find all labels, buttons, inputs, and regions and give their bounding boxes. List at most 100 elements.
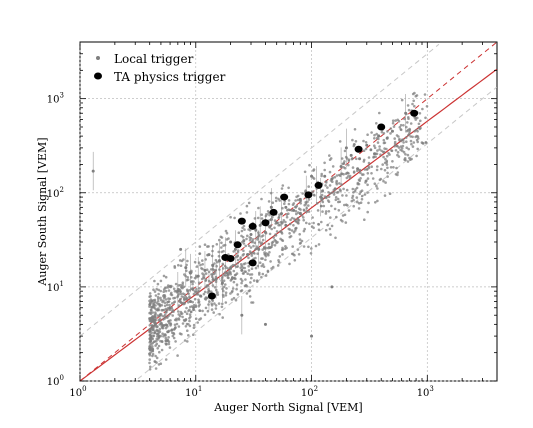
local-trigger-point <box>195 275 198 279</box>
local-trigger-point <box>210 304 214 307</box>
local-trigger-point <box>304 202 308 205</box>
local-trigger-point <box>411 145 415 148</box>
ta-physics-trigger-point <box>233 241 242 249</box>
local-trigger-point <box>323 174 327 178</box>
local-trigger-point <box>157 288 160 292</box>
local-trigger-point <box>382 141 386 145</box>
local-trigger-point <box>288 262 291 266</box>
x-tick-labels: 100 101 102 103 <box>69 385 434 399</box>
local-trigger-point <box>278 223 282 227</box>
local-trigger-point <box>172 328 176 331</box>
local-trigger-point <box>284 247 287 251</box>
local-trigger-point <box>181 281 185 285</box>
local-trigger-point <box>263 251 266 254</box>
local-trigger-point <box>153 290 157 293</box>
local-trigger-point <box>247 244 251 248</box>
local-trigger-point <box>179 264 183 268</box>
local-trigger-point <box>409 139 413 143</box>
local-trigger-point <box>364 147 368 151</box>
local-trigger-point <box>299 211 302 215</box>
local-trigger-point <box>415 128 418 132</box>
local-trigger-point <box>263 245 266 249</box>
local-trigger-point <box>149 316 153 320</box>
local-trigger-point <box>383 168 387 172</box>
local-trigger-point <box>234 298 238 302</box>
local-trigger-point <box>271 215 274 219</box>
local-trigger-point <box>331 176 335 180</box>
local-trigger-point <box>379 177 383 181</box>
local-trigger-point <box>218 268 221 271</box>
local-trigger-point <box>166 330 170 334</box>
ta-physics-trigger-point <box>304 191 313 199</box>
local-trigger-point <box>329 179 333 182</box>
local-trigger-point <box>181 322 185 325</box>
local-trigger-point <box>165 303 169 307</box>
local-trigger-point <box>164 275 168 279</box>
local-trigger-point <box>278 199 282 202</box>
local-trigger-point <box>312 177 316 180</box>
local-trigger-point <box>162 274 166 278</box>
local-trigger-point <box>405 125 408 129</box>
local-trigger-point <box>382 132 386 135</box>
local-trigger-point <box>290 229 294 232</box>
local-trigger-point <box>248 295 252 298</box>
local-trigger-point <box>210 275 214 279</box>
local-trigger-point <box>407 116 410 119</box>
local-trigger-point <box>395 134 399 137</box>
local-trigger-point <box>152 288 155 292</box>
local-trigger-point <box>183 310 187 314</box>
local-trigger-point <box>193 297 197 301</box>
local-trigger-point <box>343 149 347 153</box>
local-trigger-point <box>373 137 376 140</box>
local-trigger-point <box>365 179 368 182</box>
local-trigger-point <box>200 277 204 281</box>
local-trigger-point <box>226 273 229 277</box>
local-trigger-point <box>248 250 252 253</box>
local-trigger-point <box>206 291 210 294</box>
local-trigger-point <box>266 270 270 274</box>
local-trigger-point <box>151 325 154 329</box>
local-trigger-point <box>220 241 223 245</box>
local-trigger-point <box>291 245 295 248</box>
local-trigger-point <box>373 146 377 150</box>
local-trigger-point <box>330 285 334 289</box>
local-trigger-point <box>391 119 395 122</box>
local-trigger-point <box>382 155 385 159</box>
local-trigger-point <box>151 316 155 319</box>
local-trigger-point <box>187 309 190 313</box>
local-trigger-point <box>411 102 414 106</box>
local-trigger-point <box>296 248 300 251</box>
local-trigger-point <box>188 317 191 320</box>
local-trigger-point <box>154 354 157 358</box>
local-trigger-point <box>392 166 395 169</box>
ta-physics-trigger-point <box>269 208 278 216</box>
local-trigger-point <box>232 296 236 300</box>
local-trigger-point <box>288 222 292 226</box>
local-trigger-point <box>302 245 306 248</box>
local-trigger-point <box>173 323 177 327</box>
local-trigger-point <box>261 263 265 266</box>
local-trigger-point <box>190 305 194 308</box>
y-tick-label: 103 <box>47 92 64 106</box>
local-trigger-point <box>164 342 167 345</box>
local-trigger-point <box>91 169 95 173</box>
local-trigger-point <box>148 324 152 327</box>
local-trigger-point <box>342 162 346 165</box>
local-trigger-point <box>316 209 320 212</box>
local-trigger-point <box>414 135 418 139</box>
local-trigger-point <box>306 200 309 204</box>
local-trigger-point <box>237 231 241 234</box>
local-trigger-point <box>375 136 379 140</box>
local-trigger-point <box>201 263 204 266</box>
local-trigger-point <box>354 140 358 143</box>
local-trigger-point <box>178 314 182 318</box>
local-trigger-point <box>376 187 379 190</box>
local-trigger-point <box>168 303 171 307</box>
local-trigger-point <box>214 268 218 272</box>
legend-label-local-trigger: Local trigger <box>114 52 194 66</box>
local-trigger-point <box>188 296 192 300</box>
ta-physics-trigger-point <box>248 259 257 267</box>
local-trigger-point <box>250 267 254 271</box>
local-trigger-point <box>196 321 199 324</box>
local-trigger-point <box>408 156 411 160</box>
